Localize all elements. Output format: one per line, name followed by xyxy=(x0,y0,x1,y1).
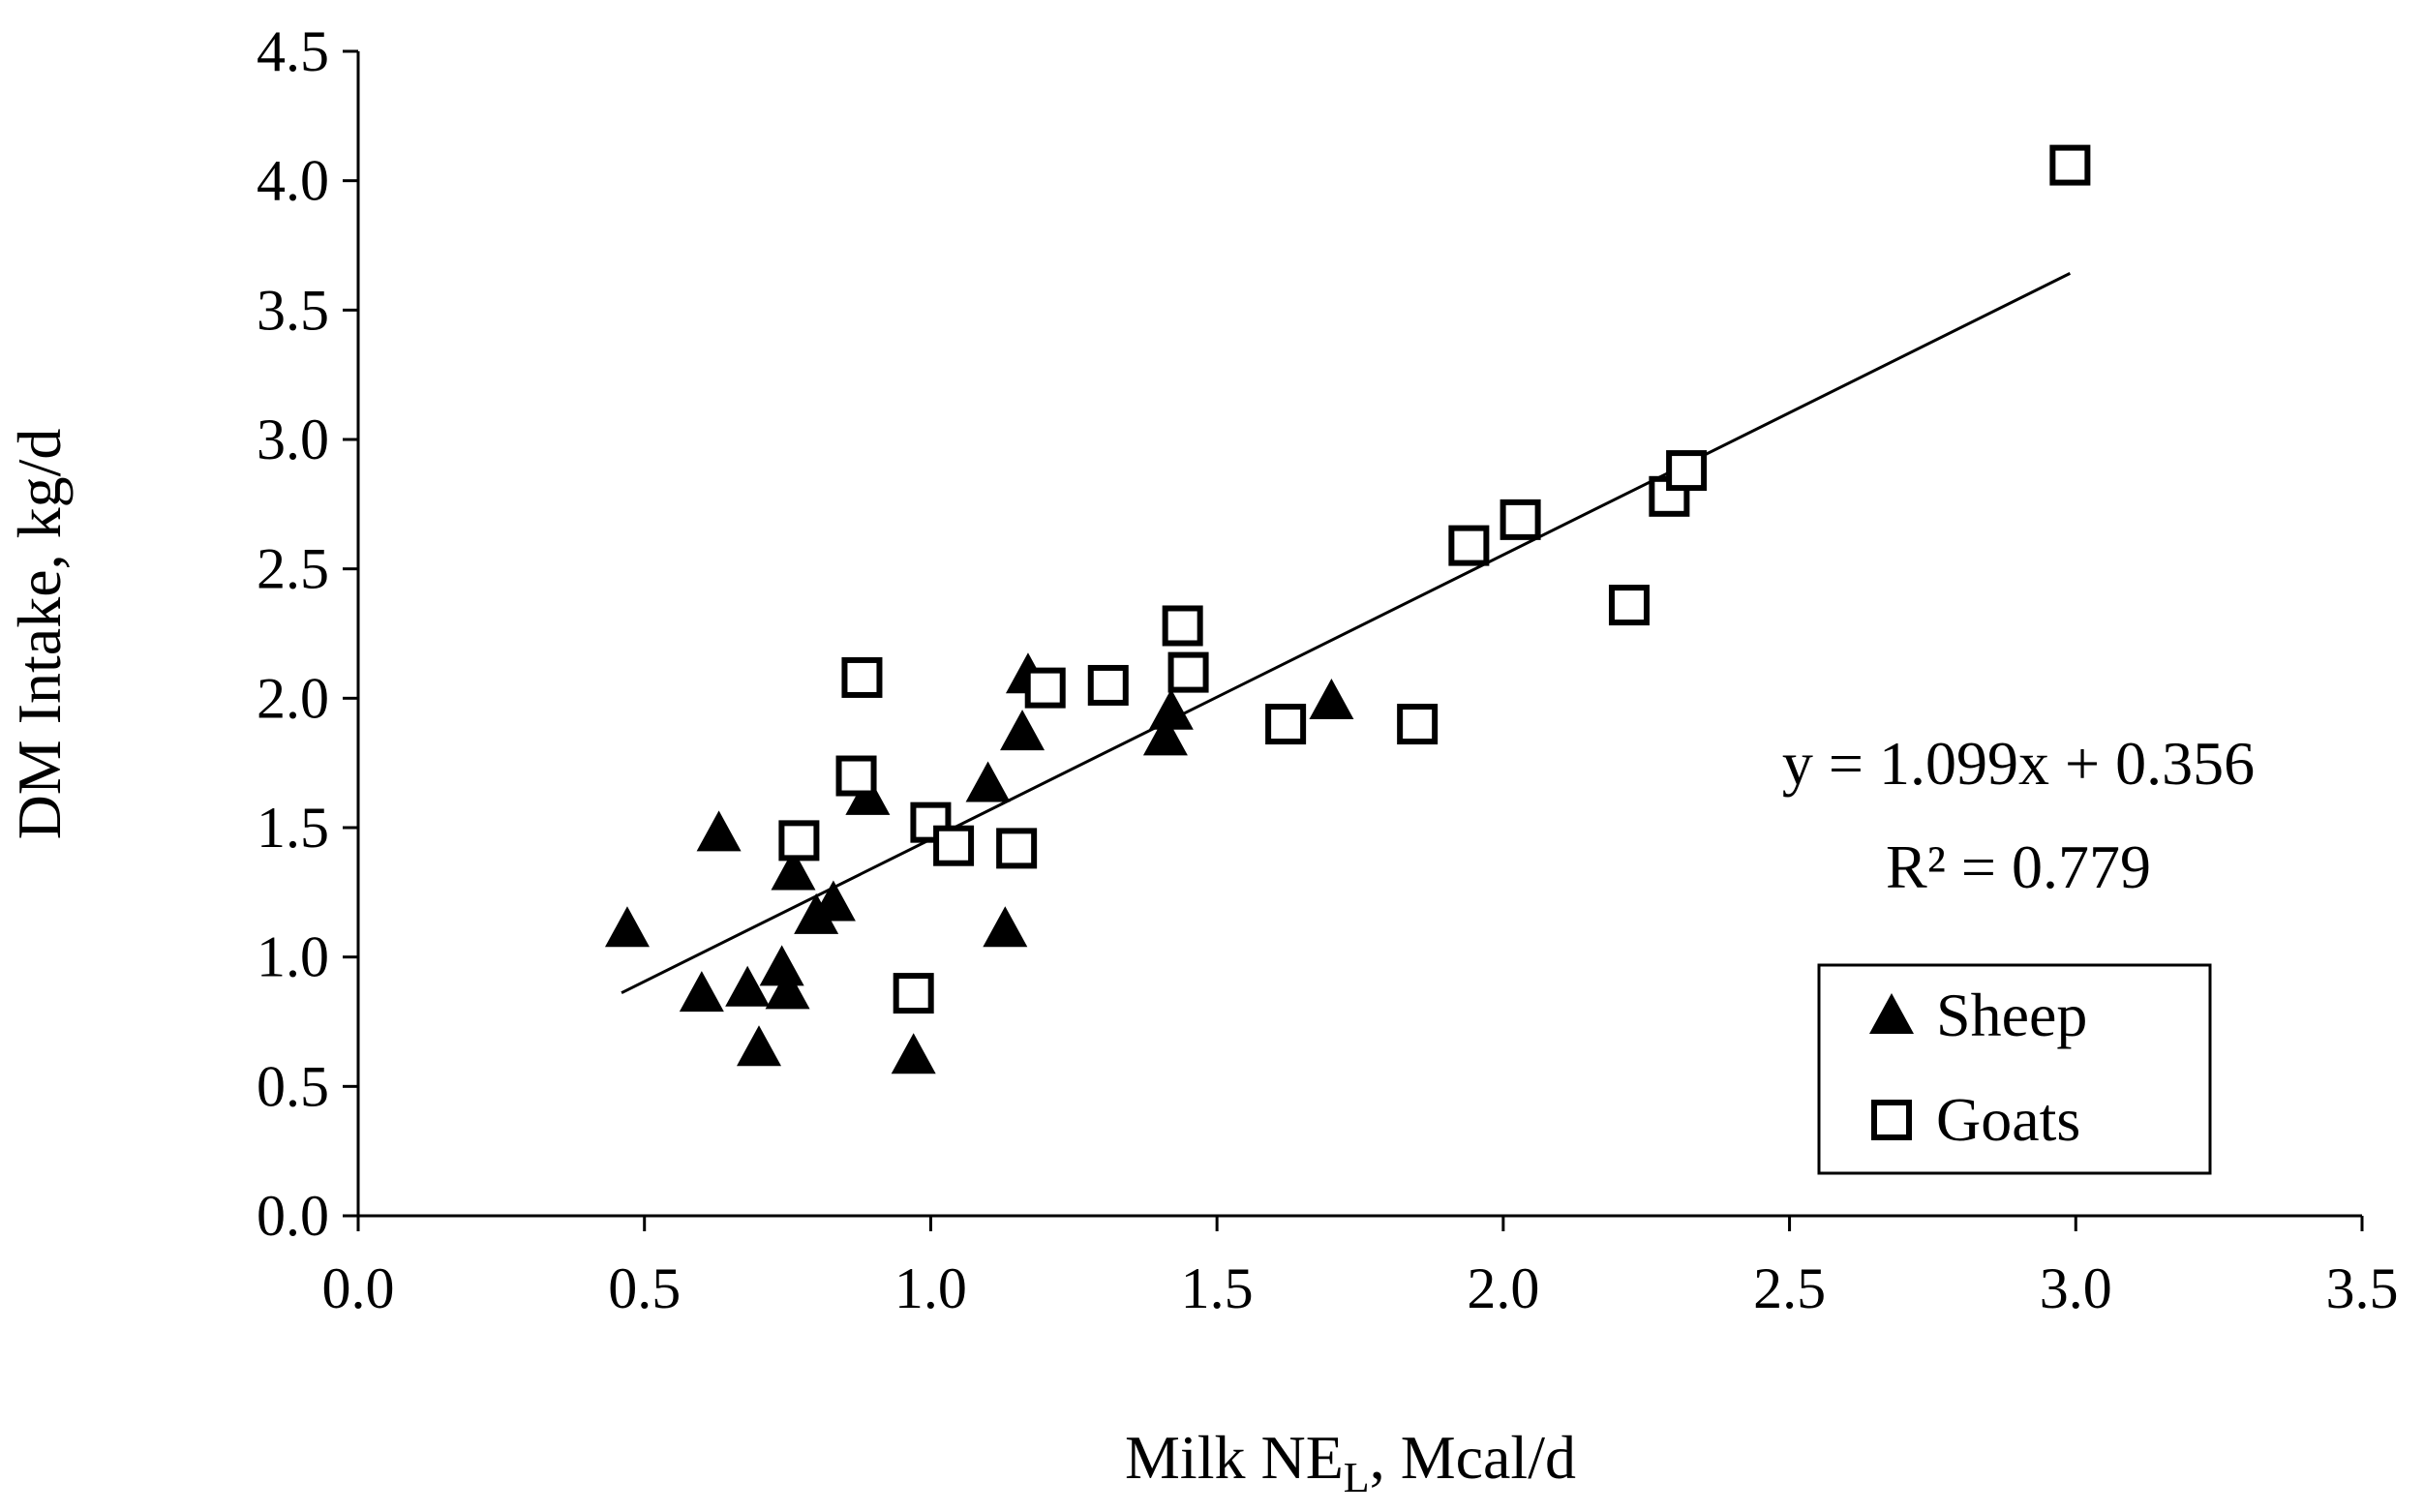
y-tick-label: 1.5 xyxy=(257,796,329,860)
sheep-point xyxy=(696,810,742,852)
y-tick-label: 0.0 xyxy=(257,1184,329,1248)
goat-point xyxy=(996,828,1038,869)
sheep-point xyxy=(679,971,724,1013)
y-tick-label: 4.5 xyxy=(257,19,329,83)
goat-point xyxy=(835,755,877,797)
sheep-point xyxy=(1309,679,1354,720)
goat-point xyxy=(1666,450,1708,492)
sheep-point xyxy=(737,1025,781,1067)
y-tick-label: 3.5 xyxy=(257,278,329,342)
goat-point xyxy=(1087,664,1129,706)
sheep-point xyxy=(604,906,650,948)
goat-point xyxy=(1608,585,1650,626)
sheep-point xyxy=(965,761,1011,802)
x-axis-label: Milk NEL, Mcal/d xyxy=(1125,1423,1576,1501)
y-axis-label: DM Intake, kg/d xyxy=(5,429,74,840)
x-tick-label: 0.5 xyxy=(608,1256,681,1320)
legend-sheep-marker xyxy=(1869,993,1914,1034)
goat-point xyxy=(893,973,934,1014)
legend: Sheep Goats xyxy=(1817,963,2212,1175)
y-tick-label: 0.5 xyxy=(257,1054,329,1118)
x-tick-label: 3.5 xyxy=(2326,1256,2399,1320)
x-axis-label-main: Milk NE xyxy=(1125,1423,1344,1492)
x-tick-label: 2.5 xyxy=(1753,1256,1826,1320)
sheep-point xyxy=(891,1033,936,1074)
r-squared-value: R² = 0.779 xyxy=(1886,832,2151,901)
goat-point xyxy=(1448,525,1490,566)
sheep-series xyxy=(604,652,1354,1074)
sheep-point xyxy=(1000,710,1045,751)
goat-point xyxy=(1265,704,1307,745)
y-tick-group: 0.0 0.5 1.0 1.5 2.0 2.5 3.0 3.5 4.0 4.5 xyxy=(257,19,358,1248)
trendline xyxy=(621,272,2072,995)
sheep-point xyxy=(1148,688,1194,730)
goat-point xyxy=(1024,667,1066,709)
goat-point xyxy=(1167,651,1209,693)
y-tick-label: 2.5 xyxy=(257,537,329,601)
y-tick-label: 3.0 xyxy=(257,408,329,471)
x-tick-label: 0.0 xyxy=(322,1256,395,1320)
goats-series xyxy=(778,144,2091,1014)
trendline-group xyxy=(621,272,2072,995)
sheep-point xyxy=(810,880,856,922)
legend-goats-label: Goats xyxy=(1936,1085,2080,1154)
goat-point xyxy=(1500,499,1541,540)
sheep-point xyxy=(725,965,771,1007)
goat-point xyxy=(933,825,975,866)
goat-point xyxy=(778,820,820,862)
y-tick-label: 4.0 xyxy=(257,149,329,213)
chart-axes xyxy=(356,51,2362,1218)
goat-point xyxy=(2049,144,2091,186)
x-axis-label-suffix: , Mcal/d xyxy=(1370,1423,1576,1492)
y-tick-label: 2.0 xyxy=(257,666,329,730)
x-tick-label: 1.5 xyxy=(1181,1256,1254,1320)
x-tick-label: 1.0 xyxy=(894,1256,967,1320)
legend-goats-marker xyxy=(1871,1100,1912,1140)
goat-point xyxy=(1162,605,1203,647)
x-axis-label-subscript: L xyxy=(1344,1454,1370,1501)
goat-point xyxy=(1397,704,1439,745)
sheep-point xyxy=(1142,714,1188,756)
sheep-point xyxy=(765,968,810,1010)
x-tick-label: 2.0 xyxy=(1467,1256,1539,1320)
y-tick-label: 1.0 xyxy=(257,925,329,989)
sheep-point xyxy=(771,849,816,891)
legend-sheep-label: Sheep xyxy=(1936,981,2087,1049)
x-tick-group: 0.0 0.5 1.0 1.5 2.0 2.5 3.0 3.5 xyxy=(322,1216,2399,1320)
sheep-point xyxy=(983,906,1028,948)
x-tick-label: 3.0 xyxy=(2040,1256,2112,1320)
goat-point xyxy=(841,656,883,698)
sheep-point xyxy=(759,945,804,986)
regression-equation: y = 1.099x + 0.356 xyxy=(1782,729,2255,798)
